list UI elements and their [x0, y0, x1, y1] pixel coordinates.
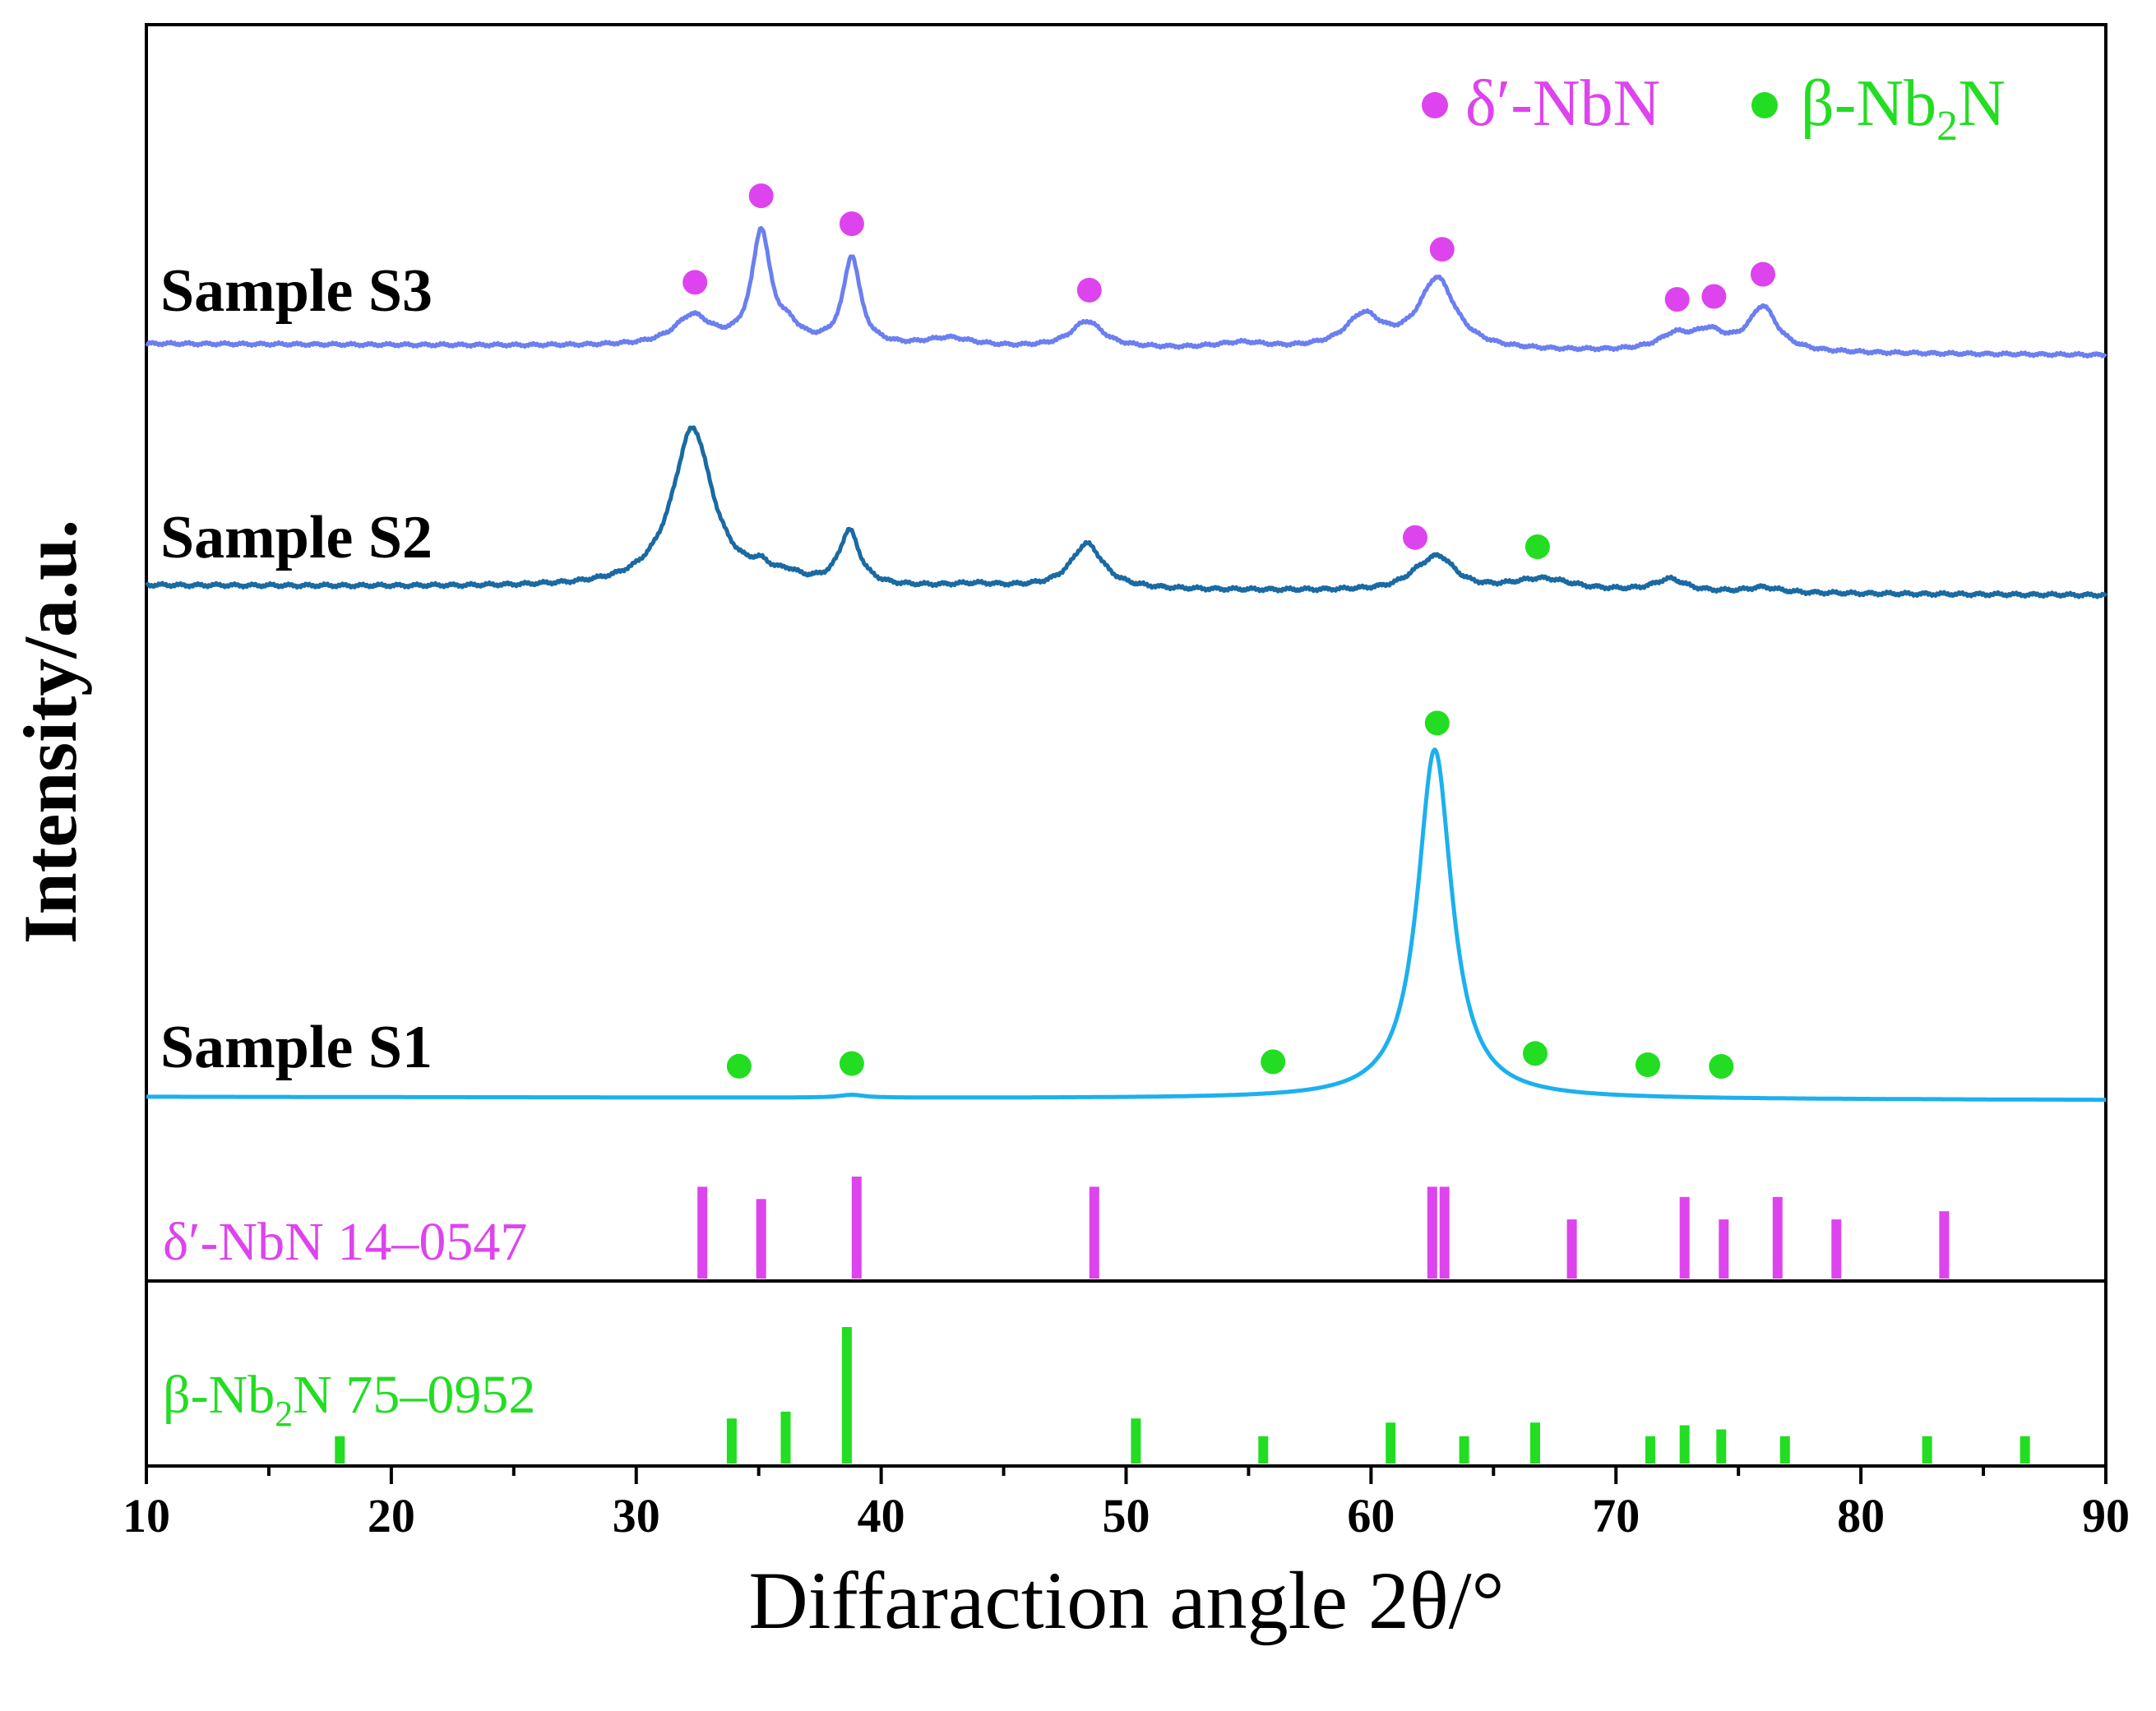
x-axis: 10 20 30 40 50 60 70 80 90 — [123, 1466, 2130, 1542]
x-tick-label-90: 90 — [2082, 1489, 2130, 1542]
phase-marker-3-1 — [726, 1053, 752, 1079]
reference-line-2-5 — [1131, 1418, 1141, 1464]
phase-marker-layer — [682, 183, 1775, 1079]
reference-line-2-4 — [841, 1327, 852, 1464]
reference-line-2-12 — [1716, 1429, 1727, 1464]
reference-line-2-14 — [1922, 1436, 1932, 1464]
x-tick-label-40: 40 — [858, 1489, 905, 1542]
phase-marker-1-1 — [682, 270, 708, 295]
reference-line-1-9 — [1719, 1219, 1729, 1279]
series-line-3 — [146, 747, 2107, 1103]
series-line-2 — [145, 425, 2108, 599]
reference-line-2-11 — [1679, 1425, 1690, 1464]
y-axis-title: Intensity/a.u. — [8, 520, 92, 944]
x-tick-label-70: 70 — [1592, 1489, 1640, 1542]
legend-label-2: β-Nb2N — [1801, 67, 2006, 150]
phase-marker-1-5 — [1429, 237, 1455, 262]
reference-line-2-8 — [1459, 1436, 1469, 1464]
x-tick-label-50: 50 — [1103, 1489, 1150, 1542]
phase-marker-2-1 — [1403, 525, 1427, 550]
reference-line-2-10 — [1645, 1436, 1655, 1464]
phase-marker-3-5 — [1523, 1041, 1548, 1066]
reference-line-1-5 — [1427, 1186, 1437, 1279]
reference-line-2-3 — [780, 1411, 791, 1464]
phase-marker-1-8 — [1751, 261, 1775, 287]
x-tick-label-60: 60 — [1347, 1489, 1395, 1542]
series-label-2: Sample S2 — [160, 504, 433, 571]
reference-line-1-4 — [1089, 1186, 1099, 1279]
phase-marker-1-2 — [748, 183, 774, 209]
series-line-1 — [145, 225, 2107, 359]
phase-marker-1-3 — [839, 211, 864, 237]
phase-marker-1-4 — [1076, 277, 1102, 303]
legend-marker-1 — [1422, 92, 1448, 118]
x-axis-title: Diffaraction angle 2θ/° — [748, 1555, 1504, 1646]
phase-marker-2-2 — [1524, 534, 1550, 559]
reference-line-2-15 — [2020, 1436, 2030, 1464]
phase-marker-3-2 — [839, 1051, 864, 1076]
reference-line-2-13 — [1779, 1436, 1790, 1464]
x-tick-label-10: 10 — [123, 1489, 170, 1542]
series-layer — [145, 225, 2108, 1103]
series-label-1: Sample S3 — [160, 257, 433, 325]
reference-label-1: δ′-NbN 14–0547 — [163, 1212, 527, 1272]
reference-line-2-1 — [335, 1436, 345, 1464]
phase-marker-3-4 — [1424, 710, 1450, 736]
reference-line-1-11 — [1831, 1219, 1842, 1279]
reference-label-2: β-Nb2N 75–0952 — [163, 1365, 535, 1434]
phase-marker-1-7 — [1701, 284, 1727, 309]
reference-line-2-2 — [726, 1418, 737, 1464]
phase-marker-3-3 — [1261, 1049, 1286, 1075]
reference-line-1-7 — [1566, 1219, 1577, 1279]
reference-line-2-6 — [1258, 1436, 1269, 1464]
reference-line-1-10 — [1772, 1196, 1783, 1279]
series-label-3: Sample S1 — [160, 1014, 433, 1081]
x-tick-label-20: 20 — [368, 1489, 415, 1542]
x-tick-label-80: 80 — [1837, 1489, 1885, 1542]
reference-line-1-2 — [756, 1199, 766, 1279]
reference-line-1-6 — [1439, 1186, 1450, 1279]
reference-line-1-12 — [1939, 1211, 1950, 1279]
reference-line-2-9 — [1530, 1422, 1540, 1464]
phase-marker-3-7 — [1709, 1054, 1734, 1079]
legend: δ′-NbN β-Nb2N — [1422, 67, 2006, 150]
phase-marker-3-6 — [1636, 1052, 1660, 1077]
phase-marker-1-6 — [1664, 287, 1690, 312]
reference-line-1-8 — [1679, 1196, 1690, 1279]
reference-line-2-7 — [1386, 1422, 1396, 1464]
legend-marker-2 — [1751, 92, 1778, 118]
reference-pattern-layer — [335, 1177, 2030, 1464]
reference-line-1-1 — [697, 1186, 708, 1279]
x-tick-label-30: 30 — [613, 1489, 660, 1542]
legend-label-1: δ′-NbN — [1465, 67, 1660, 140]
label-layer: Sample S3 Sample S2 Sample S1 δ′-NbN 14–054… — [160, 257, 535, 1434]
reference-line-1-3 — [851, 1177, 862, 1279]
